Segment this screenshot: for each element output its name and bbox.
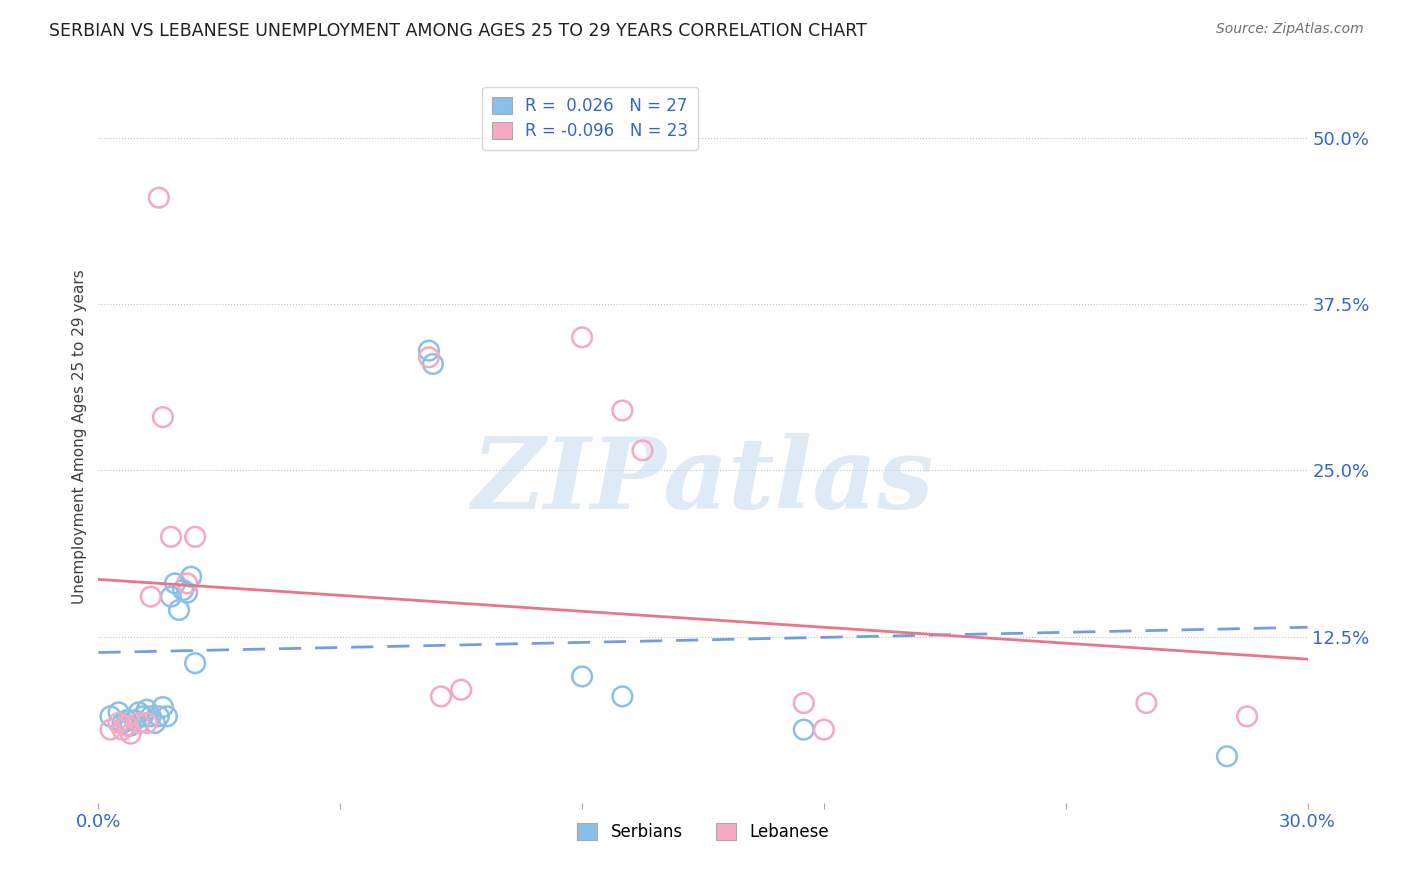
Point [139, 590, 162, 604]
Point [152, 410, 174, 425]
Point [132, 709, 155, 723]
Y-axis label: Unemployment Among Ages 25 to 29 years: Unemployment Among Ages 25 to 29 years [72, 269, 87, 605]
Point [148, 191, 170, 205]
Point [135, 703, 157, 717]
Point [100, 723, 122, 737]
Point [124, 714, 146, 728]
Point [152, 700, 174, 714]
Point [1135, 696, 1157, 710]
Point [422, 357, 444, 371]
Point [180, 570, 202, 584]
Point [167, 603, 190, 617]
Point [143, 716, 166, 731]
Point [450, 682, 472, 697]
Point [128, 716, 150, 731]
Point [793, 696, 815, 710]
Text: SERBIAN VS LEBANESE UNEMPLOYMENT AMONG AGES 25 TO 29 YEARS CORRELATION CHART: SERBIAN VS LEBANESE UNEMPLOYMENT AMONG A… [49, 22, 868, 40]
Point [107, 706, 129, 720]
Point [172, 582, 194, 597]
Point [813, 723, 835, 737]
Point [184, 530, 207, 544]
Point [430, 690, 453, 704]
Point [115, 719, 138, 733]
Text: Source: ZipAtlas.com: Source: ZipAtlas.com [1216, 22, 1364, 37]
Point [571, 669, 593, 683]
Point [1216, 749, 1239, 764]
Point [120, 726, 142, 740]
Point [1236, 709, 1258, 723]
Point [184, 656, 207, 670]
Point [163, 576, 186, 591]
Point [148, 709, 170, 723]
Point [139, 709, 162, 723]
Point [135, 716, 157, 731]
Point [793, 723, 815, 737]
Point [111, 723, 134, 737]
Point [571, 330, 593, 344]
Point [631, 443, 654, 458]
Point [176, 585, 198, 599]
Legend: Serbians, Lebanese: Serbians, Lebanese [569, 814, 837, 849]
Point [612, 403, 634, 417]
Point [160, 590, 183, 604]
Point [418, 343, 440, 358]
Point [100, 709, 122, 723]
Point [176, 576, 198, 591]
Point [107, 716, 129, 731]
Point [115, 714, 138, 728]
Point [418, 351, 440, 365]
Text: ZIPatlas: ZIPatlas [472, 433, 934, 529]
Point [128, 706, 150, 720]
Point [612, 690, 634, 704]
Point [156, 709, 179, 723]
Point [160, 530, 183, 544]
Point [120, 719, 142, 733]
Point [111, 716, 134, 731]
